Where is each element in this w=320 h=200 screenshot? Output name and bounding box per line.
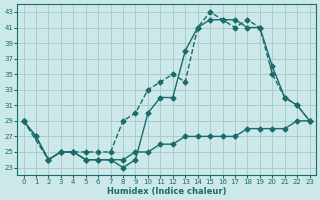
X-axis label: Humidex (Indice chaleur): Humidex (Indice chaleur) (107, 187, 226, 196)
